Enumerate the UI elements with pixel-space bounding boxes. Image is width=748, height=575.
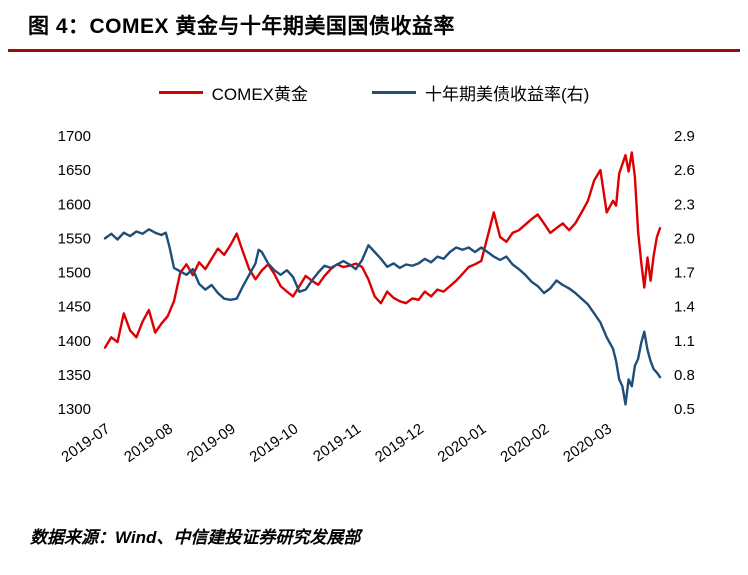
data-source: 数据来源：Wind、中信建投证券研究发展部 xyxy=(30,528,361,548)
right-axis-tick-label: 0.8 xyxy=(674,367,695,384)
yield-line-swatch xyxy=(372,90,416,94)
gold-line-swatch xyxy=(158,90,203,94)
left-axis-tick-label: 1500 xyxy=(58,265,91,282)
x-axis-tick-label: 2020-01 xyxy=(435,421,490,467)
right-axis-tick-label: 0.5 xyxy=(674,401,695,418)
figure-footer: 数据来源：Wind、中信建投证券研究发展部 xyxy=(0,513,748,548)
right-axis-tick-label: 2.6 xyxy=(674,162,695,179)
title-underline xyxy=(8,49,740,53)
chart-area: 1700 1650 1600 1550 1500 1450 1400 1350 1300 2.9 2… xyxy=(0,108,748,513)
x-axis-tick-label: 2019-08 xyxy=(121,421,176,467)
right-axis-tick-label: 2.0 xyxy=(674,231,695,248)
treasury-yield-line xyxy=(103,228,662,406)
right-axis-tick-label: 2.9 xyxy=(674,128,695,145)
chart-legend: COMEX黄金 十年期美债收益率(右) xyxy=(0,80,748,104)
dual-axis-line-chart: 1700 1650 1600 1550 1500 1450 1400 1350 1300 2.9 2… xyxy=(58,128,695,467)
legend-label-treasury-yield: 十年期美债收益率(右) xyxy=(425,84,590,104)
x-axis-tick-label: 2019-10 xyxy=(247,421,302,467)
figure-header: 图 4：COMEX 黄金与十年期美国国债收益率 xyxy=(0,0,748,40)
left-axis-tick-label: 1400 xyxy=(58,333,91,350)
left-axis-tick-label: 1350 xyxy=(58,367,91,384)
legend-item-treasury-yield: 十年期美债收益率(右) xyxy=(372,80,589,105)
comex-gold-line xyxy=(103,151,662,350)
left-axis-tick-label: 1550 xyxy=(58,231,91,248)
x-axis-tick-label: 2020-02 xyxy=(497,421,552,467)
left-axis-tick-label: 1650 xyxy=(58,162,91,179)
left-axis-tick-label: 1450 xyxy=(58,299,91,316)
figure-title: 图 4：COMEX 黄金与十年期美国国债收益率 xyxy=(28,15,455,38)
right-axis-tick-label: 2.3 xyxy=(674,197,695,214)
x-axis-tick-label: 2019-09 xyxy=(184,421,239,467)
right-axis-tick-label: 1.1 xyxy=(674,333,695,350)
left-axis-tick-label: 1300 xyxy=(58,401,91,418)
legend-label-comex-gold: COMEX黄金 xyxy=(211,84,308,104)
x-axis-tick-label: 2020-03 xyxy=(560,421,615,467)
legend-item-comex-gold: COMEX黄金 xyxy=(158,80,308,105)
x-axis-tick-label: 2019-07 xyxy=(58,421,113,467)
x-axis-tick-label: 2019-11 xyxy=(310,421,364,466)
left-axis-tick-label: 1600 xyxy=(58,197,91,214)
left-axis-tick-label: 1700 xyxy=(58,128,91,145)
x-axis-tick-label: 2019-12 xyxy=(372,421,427,467)
right-axis-tick-label: 1.4 xyxy=(674,299,695,316)
right-axis-tick-label: 1.7 xyxy=(674,265,695,282)
